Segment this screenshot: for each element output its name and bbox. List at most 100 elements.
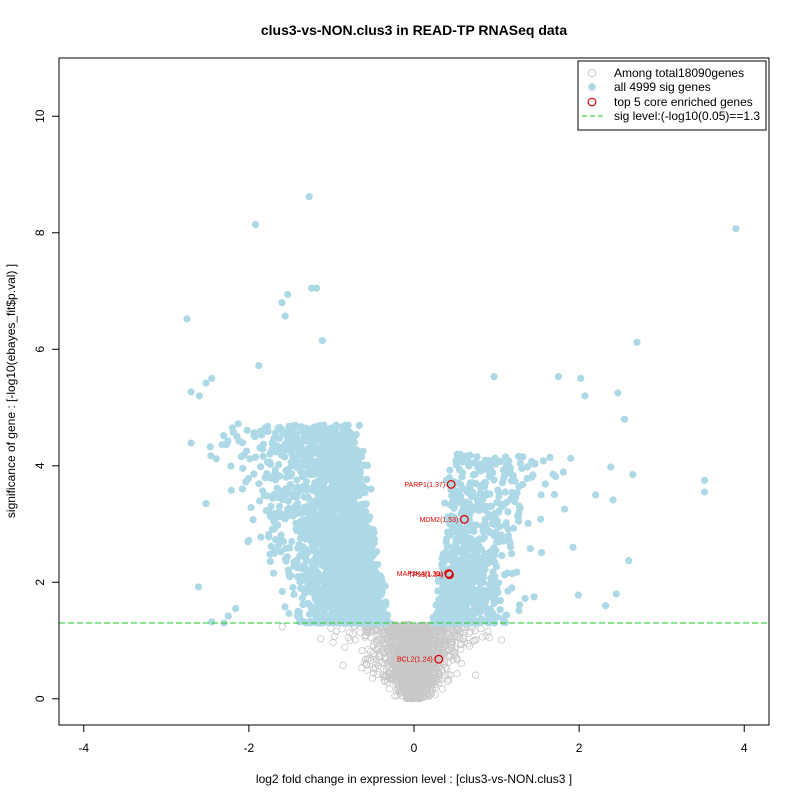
sig-point — [275, 460, 283, 469]
sig-point — [309, 517, 318, 525]
sig-point — [352, 540, 360, 548]
sig-point — [476, 618, 484, 627]
sig-point — [276, 472, 284, 480]
sig-point — [293, 476, 301, 484]
sig-point — [323, 576, 331, 585]
sig-point — [609, 496, 617, 504]
sig-point — [552, 472, 560, 481]
sig-point — [206, 443, 214, 451]
sig-point — [285, 508, 293, 516]
nonsig-point — [349, 630, 357, 638]
sig-point — [256, 444, 264, 452]
sig-point — [607, 463, 615, 471]
nonsig-point — [356, 629, 364, 637]
sig-point — [341, 613, 349, 621]
sig-point — [311, 593, 319, 601]
sig-point — [255, 497, 264, 505]
sig-point — [255, 480, 263, 488]
sig-point — [443, 543, 451, 551]
sig-point — [321, 478, 329, 486]
nonsig-point — [451, 652, 459, 660]
sig-point — [288, 537, 296, 546]
sig-point — [344, 488, 352, 496]
sig-point — [345, 457, 353, 465]
sig-point — [270, 434, 278, 443]
sig-point — [359, 510, 367, 519]
sig-point — [344, 500, 352, 509]
sig-point — [463, 458, 471, 466]
sig-point — [316, 425, 325, 433]
sig-point — [537, 491, 545, 499]
sig-point — [329, 571, 337, 579]
nonsig-point — [341, 643, 349, 651]
nonsig-point — [351, 636, 359, 644]
sig-point — [367, 485, 375, 493]
sig-point — [278, 587, 286, 596]
sig-point — [502, 522, 510, 530]
sig-point — [489, 515, 497, 523]
sig-point — [501, 488, 509, 496]
sig-point — [524, 519, 532, 527]
sig-point — [365, 613, 373, 622]
sig-point — [290, 590, 298, 598]
nonsig-point — [330, 632, 339, 640]
sig-point — [452, 457, 460, 465]
sig-point — [357, 532, 365, 540]
sig-point — [365, 585, 373, 593]
sig-point — [263, 458, 272, 466]
sig-point — [263, 470, 271, 478]
sig-point — [495, 492, 503, 500]
sig-point — [307, 466, 315, 474]
sig-point — [353, 518, 361, 527]
sig-point — [338, 438, 346, 446]
sig-point — [250, 470, 258, 478]
sig-point — [269, 510, 277, 518]
sig-point — [437, 594, 445, 602]
sig-point — [502, 498, 511, 507]
sig-point — [251, 453, 260, 461]
sig-point — [363, 538, 371, 546]
sig-point — [307, 537, 316, 546]
sig-point — [521, 594, 529, 603]
sig-point — [383, 618, 391, 626]
nonsig-point — [451, 649, 459, 657]
sig-point — [276, 487, 284, 495]
sig-point — [374, 578, 383, 586]
sig-point — [482, 523, 490, 531]
sig-point — [325, 534, 333, 542]
sig-point — [315, 460, 323, 469]
sig-point — [281, 603, 289, 611]
sig-point — [450, 504, 458, 512]
sig-point — [366, 513, 374, 521]
sig-point — [294, 519, 302, 528]
sig-point — [569, 543, 577, 551]
sig-point — [313, 560, 321, 568]
sig-point — [344, 515, 352, 523]
sig-point — [530, 593, 538, 601]
sig-point — [476, 597, 484, 606]
sig-point — [322, 517, 330, 525]
sig-point — [360, 606, 368, 614]
sig-point — [344, 522, 352, 530]
sig-point — [270, 525, 278, 533]
sig-point — [491, 454, 499, 462]
sig-point — [365, 562, 373, 570]
sig-point — [490, 476, 498, 484]
sig-point — [274, 424, 282, 432]
nonsig-points-layer — [278, 620, 506, 703]
sig-point — [345, 558, 353, 566]
sig-point — [263, 492, 272, 500]
sig-point — [441, 499, 449, 507]
sig-point — [301, 554, 309, 562]
sig-point — [258, 431, 266, 439]
sig-point — [476, 464, 484, 472]
sig-point — [330, 459, 338, 468]
sig-point — [320, 452, 328, 460]
sig-point — [222, 441, 231, 449]
sig-point — [356, 474, 364, 482]
sig-point — [316, 469, 324, 477]
sig-point — [244, 538, 252, 546]
sig-point — [304, 448, 312, 456]
sig-point — [446, 466, 454, 474]
sig-point — [293, 464, 301, 472]
